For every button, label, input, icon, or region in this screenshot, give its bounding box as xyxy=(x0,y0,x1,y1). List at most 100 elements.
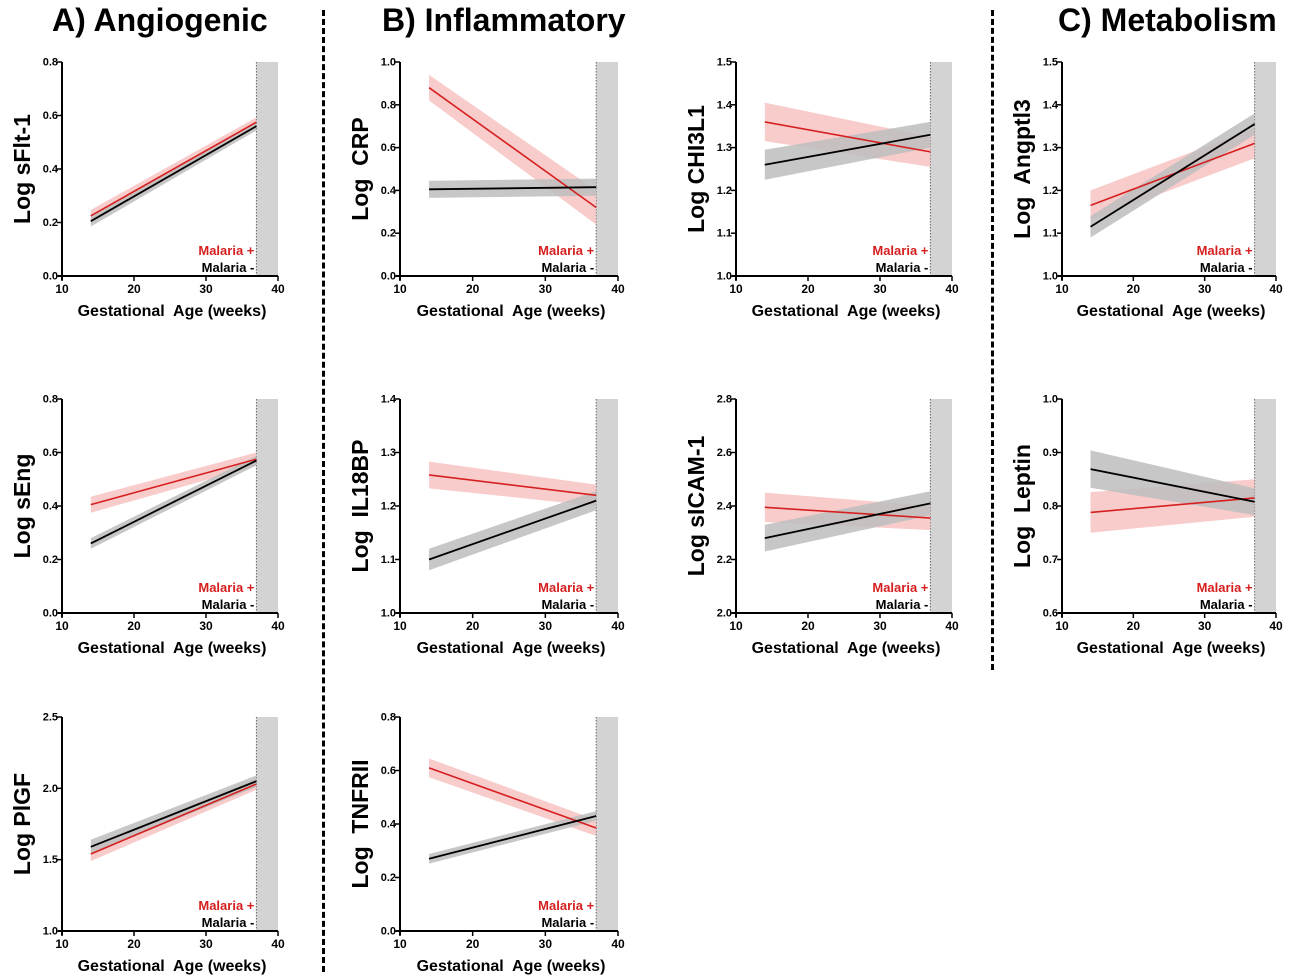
malaria-positive-line xyxy=(1090,497,1255,514)
x-tick-label: 40 xyxy=(611,619,625,633)
y-tick-label: 1.4 xyxy=(1043,99,1059,111)
x-tick-label: 20 xyxy=(127,937,141,951)
term-shaded-region xyxy=(1254,62,1276,276)
y-tick-label: 1.5 xyxy=(1043,57,1058,69)
x-tick-label: 10 xyxy=(393,282,407,296)
legend-malaria-positive: Malaria + xyxy=(198,580,254,595)
malaria-negative-line xyxy=(1090,468,1255,503)
y-tick-label: 1.1 xyxy=(1043,228,1058,240)
term-shaded-region xyxy=(930,399,952,613)
malaria-negative-line xyxy=(428,815,597,860)
legend-malaria-negative: Malaria - xyxy=(876,597,929,612)
malaria-positive-line xyxy=(1090,142,1255,207)
x-tick-label: 10 xyxy=(55,619,69,633)
y-tick-label: 0.2 xyxy=(43,217,58,229)
x-tick-label: 40 xyxy=(611,282,625,296)
y-axis-label: Log sEng xyxy=(9,454,35,559)
y-tick-label: 1.0 xyxy=(1043,394,1058,406)
chart-plgf: 1.0 1.5 2.0 2.5 10 20 30 40 Gestational Age (wee… xyxy=(9,712,285,976)
malaria-negative-line xyxy=(90,459,257,545)
term-shaded-region xyxy=(596,717,618,931)
legend-malaria-negative: Malaria - xyxy=(541,915,594,930)
y-tick-label: 0.8 xyxy=(43,394,58,406)
section-title-angiogenic: A) Angiogenic xyxy=(52,2,268,38)
x-tick-label: 10 xyxy=(729,619,743,633)
malaria-negative-line xyxy=(90,780,257,848)
x-axis-label: Gestational Age (weeks) xyxy=(78,640,267,657)
y-tick-label: 0.4 xyxy=(381,819,397,831)
chart-sicam-1: 2.0 2.2 2.4 2.6 2.8 10 20 30 40 Gestational Age (… xyxy=(683,394,959,658)
y-tick-label: 1.1 xyxy=(717,228,732,240)
y-tick-label: 1.1 xyxy=(381,554,396,566)
x-tick-label: 20 xyxy=(466,619,480,633)
x-tick-label: 30 xyxy=(873,619,887,633)
y-tick-label: 0.8 xyxy=(1043,501,1058,513)
x-tick-label: 20 xyxy=(466,282,480,296)
x-tick-label: 40 xyxy=(271,937,285,951)
x-tick-label: 30 xyxy=(539,282,553,296)
y-tick-label: 1.2 xyxy=(717,185,732,197)
x-axis-label: Gestational Age (weeks) xyxy=(752,640,941,657)
chart-crp: 0.0 0.2 0.4 0.6 0.8 1.0 10 20 30 40 Gestational Ag… xyxy=(347,57,625,321)
y-tick-label: 1.4 xyxy=(717,99,733,111)
x-tick-label: 40 xyxy=(945,282,959,296)
legend-malaria-negative: Malaria - xyxy=(541,597,594,612)
x-axis-label: Gestational Age (weeks) xyxy=(752,303,941,320)
y-tick-label: 0.2 xyxy=(43,554,58,566)
chart-seng: 0.0 0.2 0.4 0.6 0.8 10 20 30 40 Gestational Age (… xyxy=(9,394,285,658)
y-tick-label: 2.4 xyxy=(717,501,733,513)
x-axis-label: Gestational Age (weeks) xyxy=(417,303,606,320)
y-tick-label: 2.0 xyxy=(717,608,732,620)
x-axis-label: Gestational Age (weeks) xyxy=(417,958,606,975)
x-tick-label: 40 xyxy=(1269,282,1283,296)
malaria-positive-line xyxy=(90,121,257,217)
x-tick-label: 30 xyxy=(873,282,887,296)
malaria-negative-ci-band xyxy=(764,121,931,180)
y-tick-label: 0.0 xyxy=(381,926,396,938)
x-tick-label: 30 xyxy=(1198,282,1212,296)
malaria-positive-line xyxy=(428,767,597,829)
x-tick-label: 40 xyxy=(271,619,285,633)
y-tick-label: 2.5 xyxy=(43,712,58,724)
y-axis-label: Log CHI3L1 xyxy=(683,105,709,233)
x-tick-label: 10 xyxy=(393,937,407,951)
section-divider-left xyxy=(322,10,325,972)
x-tick-label: 40 xyxy=(945,619,959,633)
y-axis-label: Log Leptin xyxy=(1009,444,1035,568)
y-tick-label: 0.6 xyxy=(381,765,396,777)
legend-malaria-positive: Malaria + xyxy=(198,898,254,913)
y-tick-label: 0.7 xyxy=(1043,554,1058,566)
section-divider-right xyxy=(991,10,994,670)
legend-malaria-negative: Malaria - xyxy=(202,597,255,612)
legend-malaria-positive: Malaria + xyxy=(872,580,928,595)
y-axis-label: Log TNFRII xyxy=(347,759,373,888)
y-tick-label: 1.4 xyxy=(381,394,397,406)
x-tick-label: 20 xyxy=(1127,619,1141,633)
x-axis-label: Gestational Age (weeks) xyxy=(1077,640,1266,657)
malaria-negative-line xyxy=(764,133,931,166)
legend-malaria-positive: Malaria + xyxy=(538,898,594,913)
section-title-inflammatory: B) Inflammatory xyxy=(382,2,626,38)
term-shaded-region xyxy=(256,399,278,613)
x-axis-label: Gestational Age (weeks) xyxy=(1077,303,1266,320)
x-tick-label: 10 xyxy=(55,282,69,296)
x-tick-label: 20 xyxy=(1127,282,1141,296)
y-tick-label: 0.4 xyxy=(43,164,59,176)
chart-chi3l1: 1.0 1.1 1.2 1.3 1.4 1.5 10 20 30 40 Gestational Ag… xyxy=(683,57,959,321)
x-tick-label: 20 xyxy=(127,619,141,633)
term-shaded-region xyxy=(930,62,952,276)
legend-malaria-negative: Malaria - xyxy=(1200,260,1253,275)
y-axis-label: Log CRP xyxy=(347,117,373,221)
x-tick-label: 30 xyxy=(199,619,213,633)
y-tick-label: 1.3 xyxy=(717,142,732,154)
y-tick-label: 1.3 xyxy=(381,447,396,459)
y-tick-label: 1.0 xyxy=(717,271,732,283)
legend-malaria-negative: Malaria - xyxy=(202,915,255,930)
x-tick-label: 30 xyxy=(1198,619,1212,633)
y-axis-label: Log IL18BP xyxy=(347,440,373,573)
legend-malaria-positive: Malaria + xyxy=(538,243,594,258)
malaria-positive-ci-band xyxy=(429,74,597,225)
x-axis-label: Gestational Age (weeks) xyxy=(417,640,606,657)
